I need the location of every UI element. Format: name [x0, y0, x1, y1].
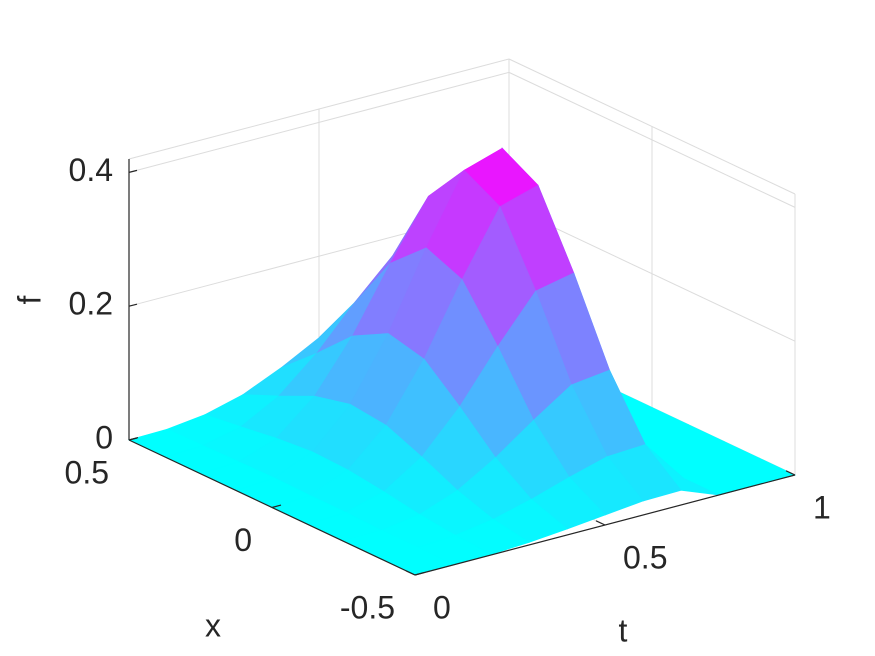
z-tick-label: 0: [95, 419, 113, 455]
t-axis-label: t: [619, 612, 628, 648]
x-tick-label: 0: [234, 522, 252, 558]
z-tick-label: 0.4: [69, 152, 113, 188]
t-tick: [785, 470, 796, 476]
box-edge: [508, 58, 796, 195]
box-edge: [128, 58, 510, 160]
z-axis-label: f: [11, 295, 47, 304]
z-tick-label: 0.2: [69, 286, 113, 322]
z-tick: [128, 169, 138, 173]
t-tick-label: 0: [433, 589, 451, 625]
t-tick-label: 1: [813, 489, 831, 525]
x-tick: [271, 504, 282, 509]
x-axis-label: x: [205, 607, 221, 643]
x-tick-label: 0.5: [65, 454, 109, 490]
z-tick: [128, 303, 138, 307]
x-tick: [128, 437, 139, 441]
x-tick-label: -0.5: [340, 589, 395, 625]
t-tick: [595, 520, 606, 526]
t-tick: [405, 570, 416, 576]
t-tick-label: 0.5: [623, 539, 667, 575]
x-tick: [414, 572, 425, 576]
